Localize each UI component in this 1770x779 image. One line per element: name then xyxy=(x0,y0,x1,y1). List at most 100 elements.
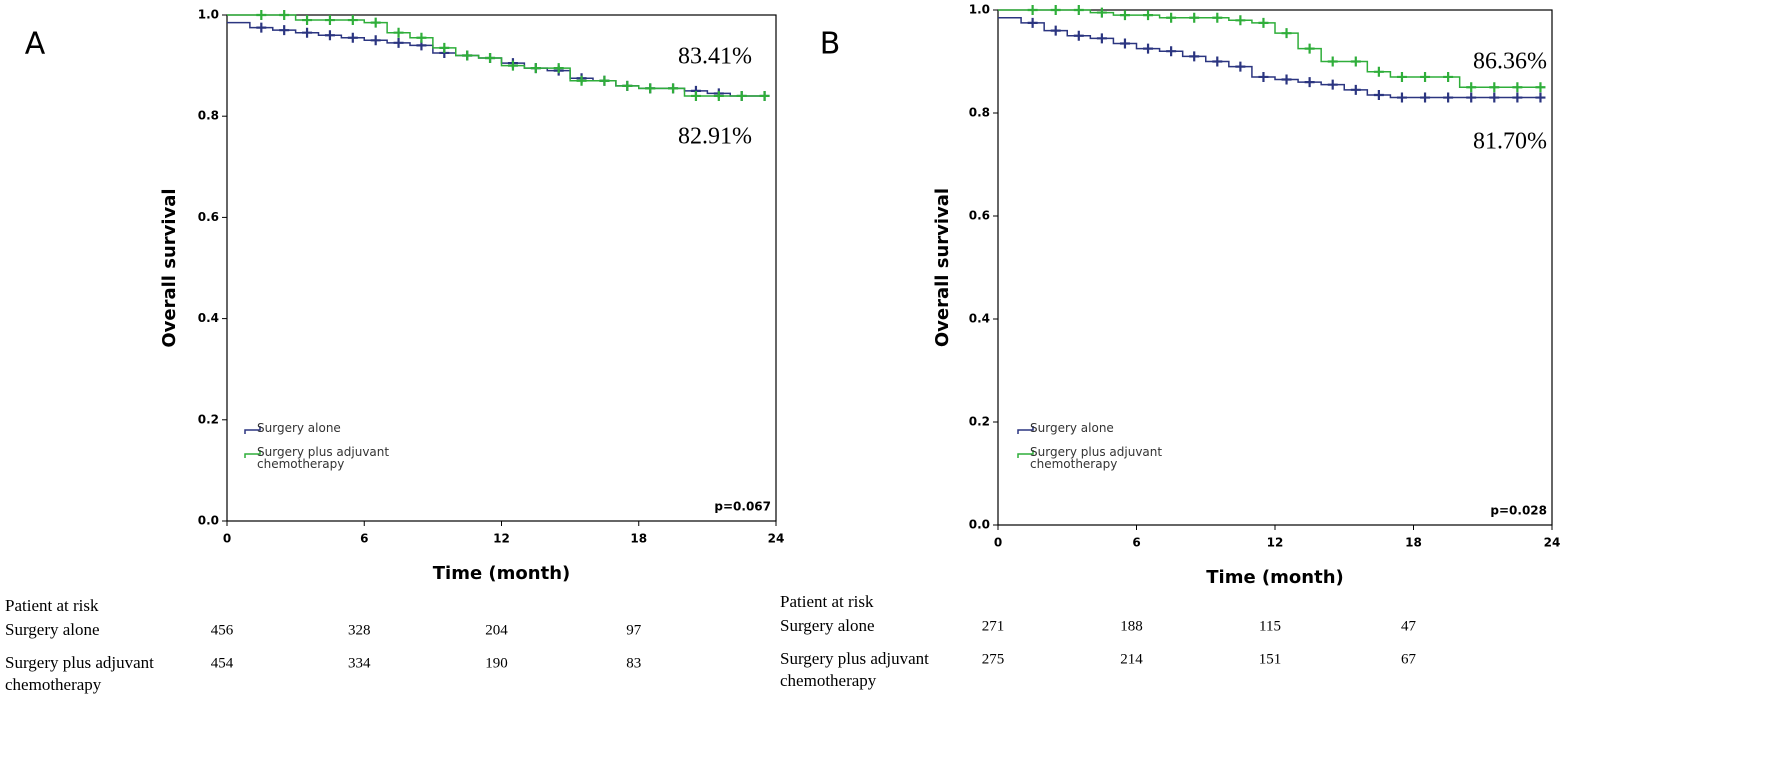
legend-label: Surgery alone xyxy=(1030,422,1114,435)
risk-row-label: Surgery alone xyxy=(780,616,875,635)
censor-mark xyxy=(1373,89,1384,100)
censor-mark xyxy=(668,83,679,94)
censor-mark xyxy=(1304,43,1315,54)
censor-mark xyxy=(1027,5,1038,15)
censor-mark xyxy=(1166,12,1177,23)
legend-entry: Surgery alone xyxy=(257,422,341,435)
y-tick-label: 1.0 xyxy=(969,3,990,17)
censor-mark xyxy=(645,83,656,94)
censor-mark xyxy=(1489,82,1500,93)
y-tick-label: 0.0 xyxy=(198,514,219,528)
censor-mark xyxy=(1212,56,1223,67)
x-tick-label: 12 xyxy=(493,532,510,546)
censor-mark xyxy=(1350,56,1361,67)
censor-mark xyxy=(302,27,313,38)
censor-mark xyxy=(1350,84,1361,95)
p-value: p=0.028 xyxy=(1490,504,1547,518)
y-tick-label: 0.2 xyxy=(969,415,990,429)
censor-mark xyxy=(1189,12,1200,23)
end-survival-label: 86.36% xyxy=(1473,49,1547,75)
risk-count: 456 xyxy=(211,622,234,638)
risk-count: 47 xyxy=(1401,618,1417,634)
censor-mark xyxy=(1119,10,1130,21)
censor-mark xyxy=(622,80,633,91)
censor-mark xyxy=(1420,71,1431,82)
x-tick-label: 18 xyxy=(630,532,647,546)
legend-label: Surgery plus adjuvant chemotherapy xyxy=(257,446,390,471)
censor-mark xyxy=(759,90,770,101)
censor-mark xyxy=(1396,71,1407,82)
censor-mark xyxy=(1143,10,1154,21)
y-tick-label: 0.6 xyxy=(969,209,990,223)
y-axis-label: Overall survival xyxy=(159,188,180,347)
x-tick-label: 6 xyxy=(1132,536,1140,550)
end-survival-label: 83.41% xyxy=(678,44,752,70)
y-tick-label: 0.4 xyxy=(969,312,990,326)
risk-row-text: Surgery plus adjuvant chemotherapy xyxy=(5,653,154,694)
x-tick-label: 0 xyxy=(223,532,231,546)
censor-mark xyxy=(324,30,335,41)
risk-row-text: Surgery alone xyxy=(5,620,100,639)
censor-mark xyxy=(324,15,335,26)
panel-label: A xyxy=(25,27,46,62)
censor-mark xyxy=(1373,66,1384,77)
legend-entry: Surgery plus adjuvant chemotherapy xyxy=(1030,446,1163,471)
censor-mark xyxy=(1327,56,1338,67)
risk-row-label: Surgery alone xyxy=(5,620,100,639)
censor-mark xyxy=(1212,12,1223,23)
censor-mark xyxy=(1189,51,1200,62)
censor-mark xyxy=(462,50,473,61)
censor-mark xyxy=(1258,17,1269,28)
censor-mark xyxy=(279,25,290,36)
panel-label: B xyxy=(820,27,841,62)
censor-mark xyxy=(256,10,267,20)
censor-mark xyxy=(393,37,404,48)
x-axis-label: Time (month) xyxy=(433,563,571,584)
end-survival-label: 82.91% xyxy=(678,124,752,150)
censor-mark xyxy=(1143,43,1154,54)
censor-mark xyxy=(1235,15,1246,26)
risk-count: 334 xyxy=(348,655,371,671)
risk-count: 115 xyxy=(1259,618,1281,634)
censor-mark xyxy=(1096,33,1107,44)
x-tick-label: 12 xyxy=(1267,536,1284,550)
legend-entry: Surgery alone xyxy=(1030,422,1114,435)
censor-mark xyxy=(370,17,381,28)
y-tick-label: 0.8 xyxy=(198,109,219,123)
censor-mark xyxy=(576,75,587,86)
censor-mark xyxy=(736,90,747,101)
legend-swatch xyxy=(244,426,261,434)
censor-mark xyxy=(1420,92,1431,103)
censor-mark xyxy=(507,60,518,71)
risk-row-label: Surgery plus adjuvant chemotherapy xyxy=(5,653,154,694)
y-axis-label: Overall survival xyxy=(932,188,953,347)
y-tick-label: 0.0 xyxy=(969,518,990,532)
x-tick-label: 18 xyxy=(1405,536,1422,550)
censor-mark xyxy=(1535,92,1546,103)
risk-count: 97 xyxy=(626,622,642,638)
risk-count: 214 xyxy=(1120,651,1143,667)
censor-mark xyxy=(553,63,564,74)
censor-mark xyxy=(302,15,313,26)
x-tick-label: 6 xyxy=(360,532,368,546)
y-tick-label: 0.8 xyxy=(969,106,990,120)
censor-mark xyxy=(530,63,541,74)
censor-mark xyxy=(279,10,290,20)
censor-mark xyxy=(713,90,724,101)
censor-mark xyxy=(347,15,358,26)
censor-mark xyxy=(690,90,701,101)
legend-swatch xyxy=(244,450,261,458)
legend-swatch xyxy=(1017,450,1034,458)
censor-mark xyxy=(1535,82,1546,93)
censor-mark xyxy=(1327,79,1338,90)
legend-label: Surgery alone xyxy=(257,422,341,435)
censor-mark xyxy=(1512,92,1523,103)
censor-mark xyxy=(599,75,610,86)
censor-mark xyxy=(1466,82,1477,93)
legend-swatch xyxy=(1017,426,1034,434)
risk-count: 204 xyxy=(485,622,508,638)
censor-mark xyxy=(1050,5,1061,15)
censor-mark xyxy=(485,53,496,64)
legend-label: Surgery plus adjuvant chemotherapy xyxy=(1030,446,1163,471)
y-tick-label: 0.6 xyxy=(198,210,219,224)
